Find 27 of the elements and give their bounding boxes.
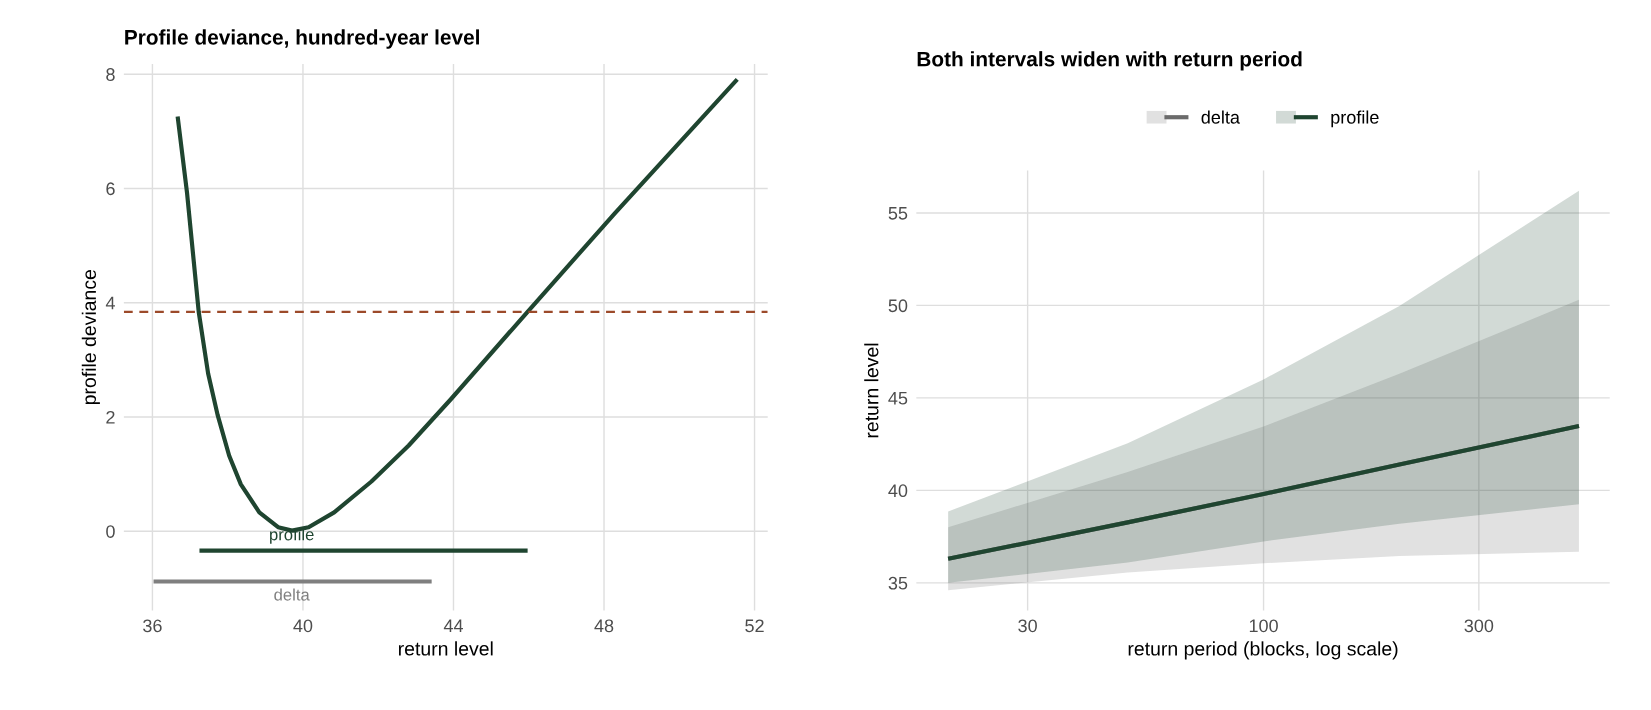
chart-title: Profile deviance, hundred-year level bbox=[125, 29, 479, 49]
y-tick-label: 40 bbox=[888, 484, 908, 498]
y-tick-label: 45 bbox=[888, 392, 908, 405]
y-tick-label: 35 bbox=[888, 576, 908, 590]
x-tick-label: 44 bbox=[443, 619, 463, 633]
y-tick-label: 55 bbox=[888, 207, 908, 220]
y-tick-label: 0 bbox=[106, 525, 115, 538]
y-tick-label: 6 bbox=[106, 182, 115, 196]
x-tick-label: 40 bbox=[293, 619, 313, 633]
x-tick-label: 300 bbox=[1464, 619, 1494, 633]
y-tick-label: 8 bbox=[106, 68, 115, 81]
x-tick-label: 36 bbox=[143, 619, 162, 633]
x-tick-label: 30 bbox=[1018, 619, 1037, 633]
y-tick-label: 4 bbox=[105, 296, 115, 310]
y-tick-label: 2 bbox=[106, 410, 115, 424]
legend-label: delta bbox=[1201, 110, 1240, 124]
y-tick-label: 50 bbox=[888, 299, 908, 313]
legend-label: profile bbox=[1331, 110, 1379, 128]
y-axis-title: return level bbox=[864, 343, 879, 438]
y-axis-title: profile deviance bbox=[81, 270, 100, 405]
x-tick-label: 48 bbox=[594, 619, 614, 633]
x-tick-label: 52 bbox=[745, 619, 764, 633]
x-axis-title: return period (blocks, log scale) bbox=[1128, 641, 1398, 660]
annotation: delta bbox=[274, 588, 310, 601]
chart-title: Both intervals widen with return period bbox=[917, 51, 1302, 71]
x-axis-title: return level bbox=[398, 641, 493, 656]
x-tick-label: 100 bbox=[1249, 619, 1278, 633]
